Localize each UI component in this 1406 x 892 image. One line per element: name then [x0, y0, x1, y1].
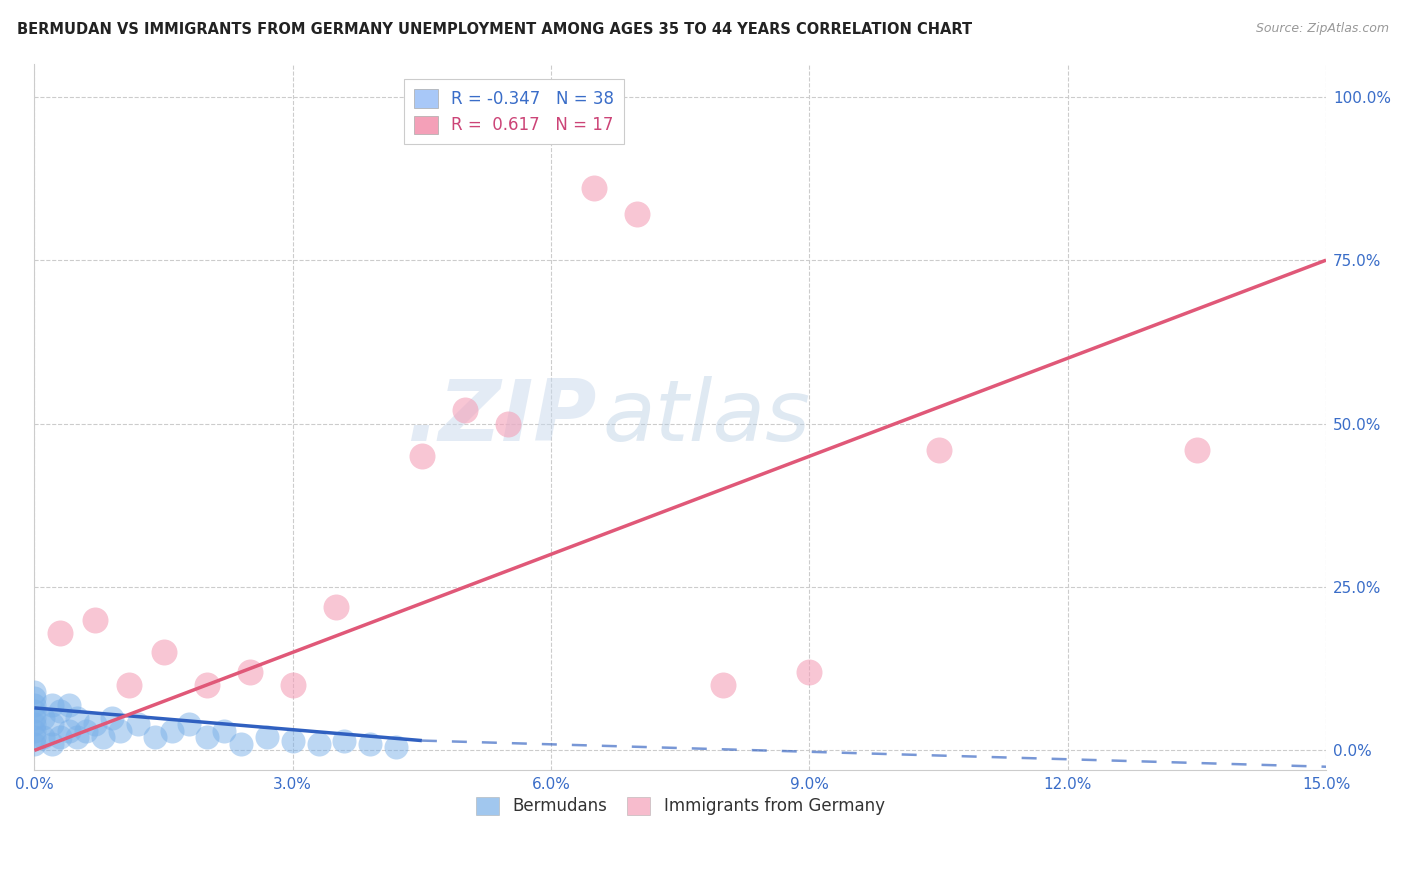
Text: BERMUDAN VS IMMIGRANTS FROM GERMANY UNEMPLOYMENT AMONG AGES 35 TO 44 YEARS CORRE: BERMUDAN VS IMMIGRANTS FROM GERMANY UNEM… — [17, 22, 972, 37]
Point — [91, 731, 114, 745]
Point — [385, 740, 408, 755]
Point — [118, 678, 141, 692]
Point — [799, 665, 821, 679]
Point — [83, 613, 105, 627]
Point — [22, 711, 45, 725]
Point — [75, 723, 97, 738]
Legend: Bermudans, Immigrants from Germany: Bermudans, Immigrants from Germany — [465, 787, 894, 825]
Point — [195, 678, 218, 692]
Point — [22, 723, 45, 738]
Point — [41, 737, 63, 751]
Point — [22, 737, 45, 751]
Point — [195, 731, 218, 745]
Text: Source: ZipAtlas.com: Source: ZipAtlas.com — [1256, 22, 1389, 36]
Point — [583, 181, 606, 195]
Point — [454, 403, 477, 417]
Point — [22, 698, 45, 712]
Point — [83, 717, 105, 731]
Point — [41, 717, 63, 731]
Point — [49, 625, 72, 640]
Point — [308, 737, 330, 751]
Point — [626, 207, 648, 221]
Point — [229, 737, 252, 751]
Point — [333, 733, 356, 747]
Point — [411, 449, 433, 463]
Text: .ZIP: .ZIP — [406, 376, 596, 458]
Point — [66, 711, 89, 725]
Point — [127, 717, 149, 731]
Point — [58, 698, 80, 712]
Point — [41, 698, 63, 712]
Point — [239, 665, 262, 679]
Point — [711, 678, 734, 692]
Point — [212, 723, 235, 738]
Point — [32, 711, 55, 725]
Point — [22, 717, 45, 731]
Point — [256, 731, 278, 745]
Point — [101, 711, 124, 725]
Point — [325, 599, 347, 614]
Point — [110, 723, 132, 738]
Point — [143, 731, 166, 745]
Point — [58, 723, 80, 738]
Point — [1185, 442, 1208, 457]
Point — [179, 717, 201, 731]
Point — [49, 704, 72, 718]
Point — [928, 442, 950, 457]
Point — [160, 723, 183, 738]
Point — [66, 731, 89, 745]
Point — [22, 731, 45, 745]
Point — [49, 731, 72, 745]
Point — [152, 645, 174, 659]
Point — [281, 733, 304, 747]
Point — [359, 737, 381, 751]
Point — [22, 704, 45, 718]
Point — [32, 731, 55, 745]
Point — [22, 684, 45, 698]
Point — [496, 417, 519, 431]
Point — [22, 691, 45, 706]
Point — [281, 678, 304, 692]
Text: atlas: atlas — [603, 376, 811, 458]
